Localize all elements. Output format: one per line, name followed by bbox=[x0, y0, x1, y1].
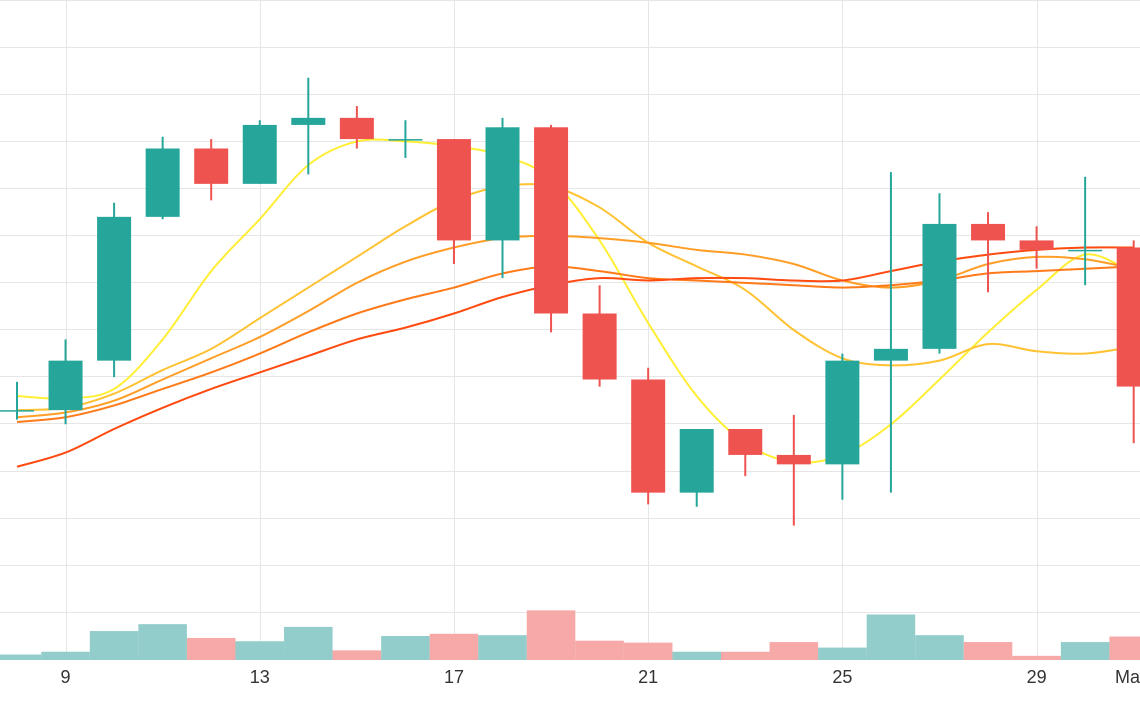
volume-layer bbox=[0, 610, 1140, 660]
candle bbox=[534, 124, 569, 333]
candle-body bbox=[728, 429, 763, 455]
volume-bar bbox=[623, 642, 673, 660]
volume-bar bbox=[186, 637, 236, 660]
volume-bar bbox=[138, 624, 187, 660]
candle bbox=[679, 429, 714, 507]
candle-body bbox=[1116, 247, 1140, 387]
candle bbox=[436, 139, 471, 264]
candle bbox=[97, 202, 132, 378]
candle bbox=[0, 381, 34, 420]
candle-body bbox=[534, 127, 569, 314]
candle-body bbox=[436, 139, 471, 241]
volume-bar bbox=[235, 641, 285, 660]
moving-average-line-1 bbox=[16, 138, 1135, 464]
volume-bar bbox=[41, 651, 90, 660]
x-tick-label: 25 bbox=[832, 667, 852, 687]
x-tick-label: 13 bbox=[250, 667, 270, 687]
volume-bar bbox=[1012, 655, 1061, 660]
candle bbox=[971, 212, 1006, 293]
volume-bar bbox=[575, 640, 624, 660]
volume-bar bbox=[1109, 636, 1140, 660]
candle-body bbox=[194, 148, 229, 184]
candle bbox=[1068, 176, 1103, 286]
volume-bar bbox=[818, 647, 867, 660]
x-tick-label: 29 bbox=[1027, 667, 1047, 687]
candle bbox=[825, 353, 860, 500]
candle-body bbox=[97, 216, 132, 361]
x-axis: 9 13 17 21 25 29 Ma bbox=[61, 667, 1140, 687]
candle-body bbox=[631, 379, 666, 493]
candle bbox=[485, 117, 520, 279]
candle-body bbox=[971, 223, 1006, 241]
moving-average-line-2 bbox=[16, 183, 1134, 412]
candle-body bbox=[388, 139, 423, 141]
candle-body bbox=[825, 360, 860, 465]
volume-bar bbox=[963, 642, 1013, 660]
volume-bar bbox=[769, 642, 819, 660]
moving-average-line-3 bbox=[16, 234, 1134, 419]
candle-body bbox=[291, 117, 326, 125]
candle-body bbox=[48, 360, 83, 411]
volume-bar bbox=[332, 650, 382, 660]
candle-body bbox=[1068, 249, 1103, 252]
candle bbox=[1116, 240, 1140, 444]
candle bbox=[339, 106, 374, 149]
candle-body bbox=[776, 454, 811, 465]
candle-body bbox=[485, 127, 520, 241]
candle bbox=[728, 429, 763, 477]
x-tick-label: 17 bbox=[444, 667, 464, 687]
x-tick-label: 9 bbox=[61, 667, 71, 687]
candle-body bbox=[679, 429, 714, 493]
candle bbox=[1019, 226, 1054, 269]
candle bbox=[922, 193, 957, 354]
x-tick-label: 21 bbox=[638, 667, 658, 687]
volume-bar bbox=[672, 651, 721, 660]
volume-bar bbox=[720, 651, 770, 660]
candle-body bbox=[582, 313, 617, 380]
volume-bar bbox=[866, 614, 916, 660]
volume-bar bbox=[284, 626, 333, 660]
candle bbox=[145, 136, 180, 220]
candle bbox=[194, 139, 229, 201]
candle bbox=[631, 367, 666, 505]
candle bbox=[388, 120, 423, 158]
candle bbox=[873, 172, 908, 493]
volume-bar bbox=[0, 654, 42, 660]
candle-body bbox=[242, 124, 277, 184]
volume-bar bbox=[381, 636, 430, 660]
candle-layer bbox=[0, 77, 1140, 526]
candle bbox=[291, 77, 326, 175]
candle bbox=[48, 339, 83, 425]
volume-bar bbox=[429, 633, 479, 660]
volume-bar bbox=[526, 610, 576, 660]
candle-body bbox=[145, 148, 180, 217]
candle bbox=[582, 285, 617, 387]
volume-bar bbox=[89, 631, 139, 660]
candle bbox=[776, 414, 811, 526]
volume-bar bbox=[1060, 642, 1110, 660]
moving-average-line-5 bbox=[16, 246, 1134, 468]
candle-body bbox=[0, 410, 34, 412]
x-tick-label: Ma bbox=[1115, 667, 1140, 687]
candle bbox=[242, 120, 277, 184]
volume-bar bbox=[478, 635, 527, 660]
candle-body bbox=[339, 117, 374, 140]
candle-body bbox=[1019, 240, 1054, 250]
volume-bar bbox=[915, 635, 964, 660]
candle-body bbox=[922, 223, 957, 349]
candle-body bbox=[873, 348, 908, 361]
